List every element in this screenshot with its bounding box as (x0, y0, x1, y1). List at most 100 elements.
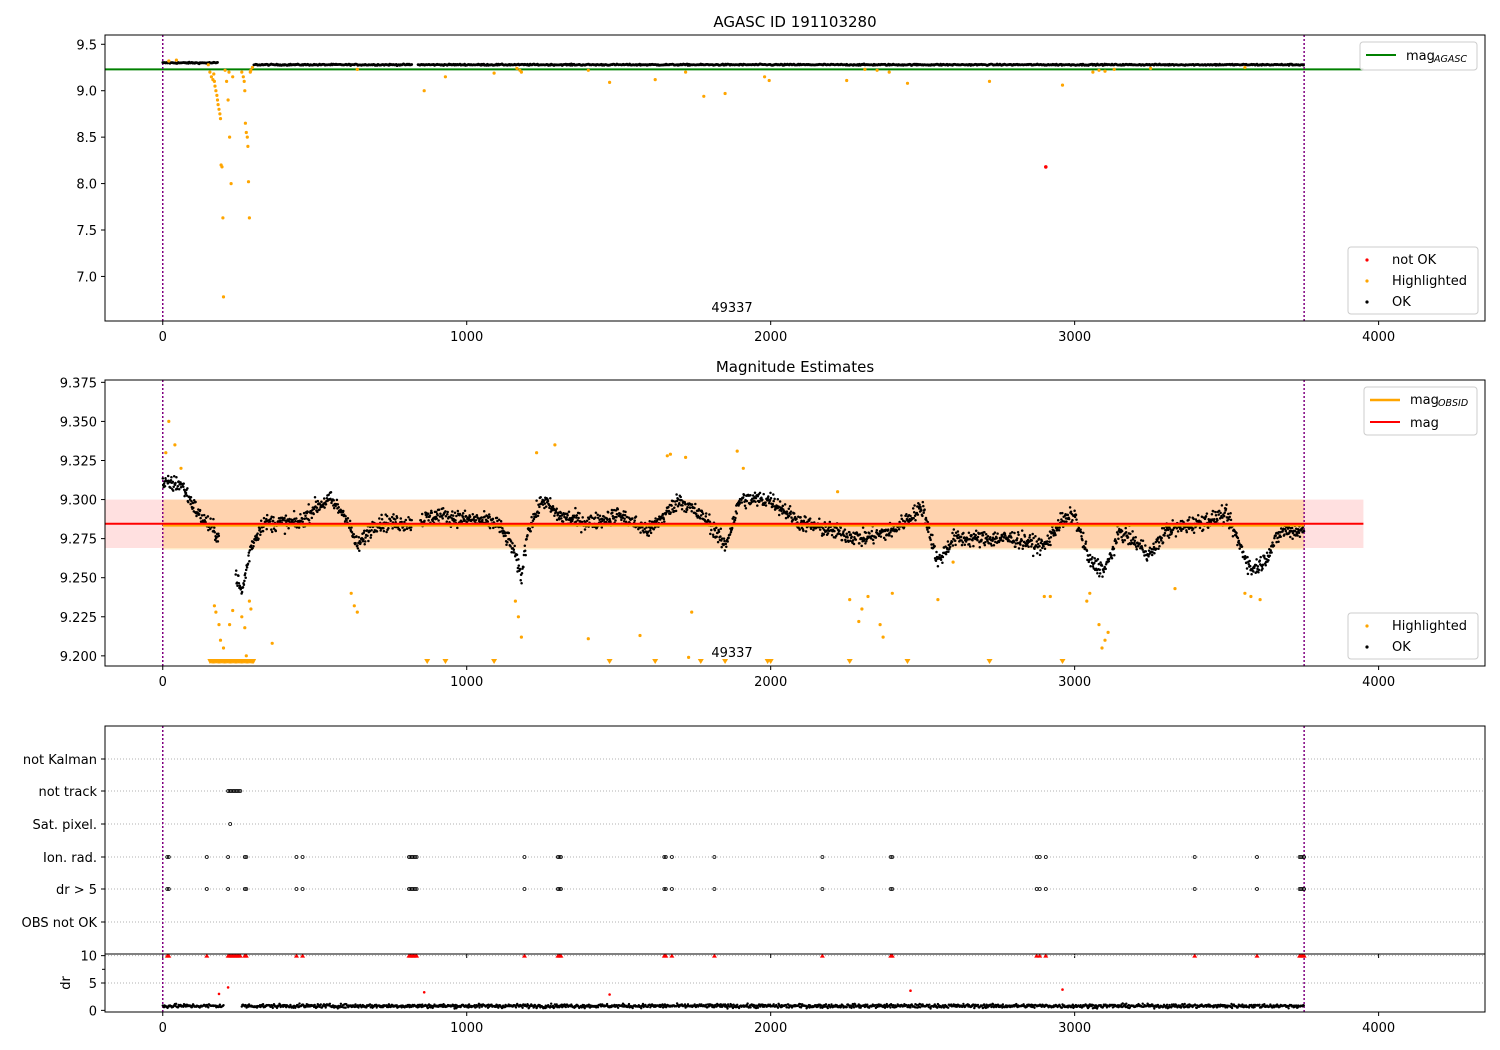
ok-point (423, 519, 426, 523)
ok-point (475, 514, 479, 517)
highlighted-point (246, 180, 251, 184)
ok-point (790, 516, 793, 519)
ok-point (1248, 564, 1252, 568)
ok-point (164, 476, 167, 480)
ok-point (631, 517, 634, 520)
ok-point (1219, 511, 1222, 515)
highlighted-point (860, 607, 864, 611)
ok-point (420, 512, 424, 516)
ok-point (1121, 540, 1125, 544)
highlighted-point (875, 68, 879, 72)
ok-point (753, 491, 757, 495)
ok-point (953, 534, 956, 537)
ok-point (488, 515, 491, 519)
ok-point (1160, 539, 1163, 542)
ok-point (1115, 541, 1118, 544)
ok-point (318, 508, 321, 511)
ok-point (244, 568, 248, 572)
ok-point (912, 516, 915, 520)
ok-point (380, 513, 383, 517)
ok-point (304, 514, 307, 517)
dr-ok-point (514, 1006, 518, 1009)
ok-point (1152, 542, 1155, 546)
ok-point (1246, 555, 1249, 559)
ok-point (528, 527, 532, 530)
ok-point (454, 519, 457, 522)
highlighted-point (857, 619, 861, 624)
ok-point (399, 517, 403, 520)
ok-point (933, 544, 936, 548)
ok-point (445, 520, 449, 523)
highlighted-point (1100, 646, 1104, 650)
ok-point (1126, 536, 1130, 539)
ok-point (430, 511, 434, 514)
highlighted-point (216, 103, 220, 107)
ok-point (162, 482, 166, 485)
ok-point (364, 536, 367, 539)
ok-point (861, 526, 865, 529)
highlighted-point (1173, 587, 1177, 591)
ok-point (234, 573, 237, 576)
ok-point (826, 532, 830, 535)
ok-point (1042, 544, 1045, 548)
highlighted-point (212, 79, 216, 83)
ok-point (187, 500, 190, 504)
ok-point (1296, 527, 1300, 531)
ok-point (870, 529, 874, 533)
ok-point (1163, 534, 1166, 537)
ok-point (1238, 547, 1241, 550)
ok-point (923, 508, 926, 511)
ok-point (1049, 536, 1053, 539)
ok-point (921, 500, 925, 504)
ok-point (535, 499, 538, 502)
ok-point (1228, 515, 1231, 519)
ok-point (437, 519, 440, 522)
highlighted-point (249, 68, 253, 72)
ok-point (914, 519, 917, 522)
legend-obsid-mag-sub: OBSID (1438, 398, 1468, 409)
ok-point (366, 534, 369, 538)
flag-label: not track (38, 785, 97, 800)
ok-point (1217, 513, 1220, 516)
ok-point (512, 548, 516, 551)
ok-point (967, 531, 971, 534)
ok-point (690, 509, 693, 513)
y-tick-label: 9.300 (60, 494, 97, 509)
ok-point (922, 511, 925, 515)
ok-point (580, 530, 583, 534)
ok-point (872, 542, 875, 545)
ok-point (577, 516, 580, 520)
ok-point (283, 532, 287, 535)
ok-point (436, 514, 439, 517)
ok-point (1120, 529, 1124, 533)
ok-point (1236, 536, 1240, 540)
ok-point (354, 541, 357, 545)
ok-point (313, 496, 317, 499)
ok-point (356, 547, 360, 550)
dr-ok-point (550, 1002, 553, 1005)
ok-point (1248, 559, 1251, 563)
ok-point (654, 517, 657, 520)
ok-point (639, 531, 642, 534)
ok-point (295, 517, 298, 520)
highlighted-point (535, 451, 539, 455)
highlighted-point (243, 626, 247, 630)
ok-point (924, 516, 928, 520)
ok-point (199, 516, 202, 520)
ok-point (461, 511, 465, 515)
ok-point (1110, 554, 1113, 557)
ok-point (265, 527, 268, 531)
ok-point (183, 494, 186, 498)
ok-point (1206, 526, 1210, 529)
ok-point (171, 480, 175, 484)
ok-point (1268, 554, 1272, 558)
highlighted-point (214, 89, 218, 93)
ok-point (170, 475, 173, 479)
ok-point (956, 530, 960, 533)
ok-point (270, 528, 273, 531)
ok-point (1013, 531, 1016, 535)
ok-point (808, 517, 812, 520)
ok-point (560, 517, 563, 520)
y-tick-label: 9.0 (76, 85, 97, 100)
ok-point (1223, 511, 1226, 514)
